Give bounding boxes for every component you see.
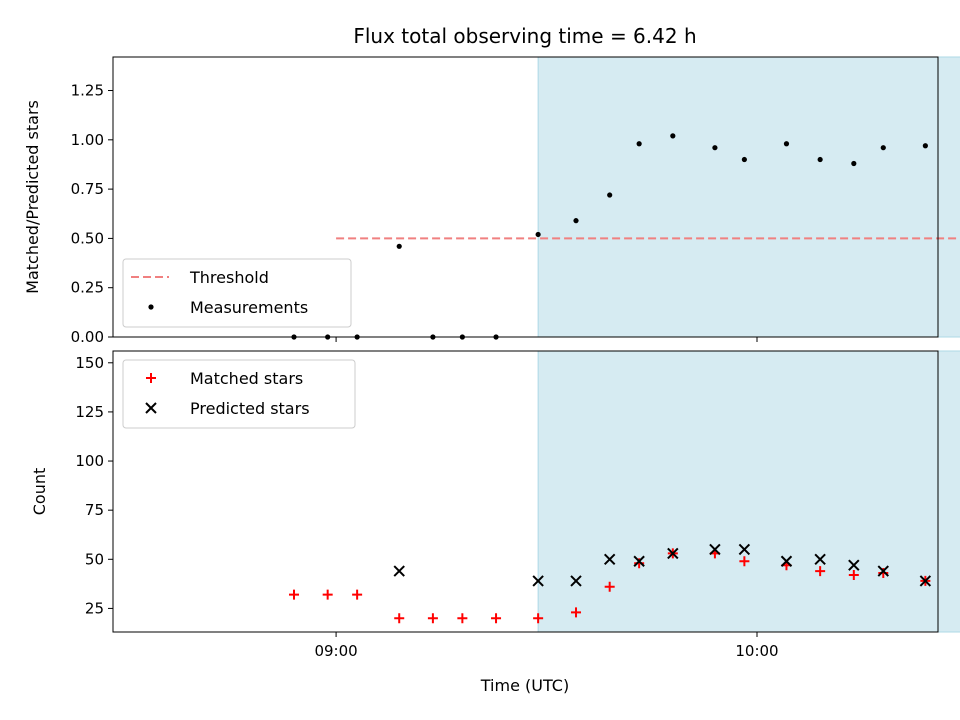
predicted-star-point	[393, 565, 405, 577]
matched-star-point	[739, 556, 750, 567]
matched-star-point	[815, 566, 826, 577]
measurement-point	[573, 218, 579, 224]
y-tick-label: 25	[85, 599, 104, 617]
measurement-point	[712, 145, 718, 151]
matched-star-point	[427, 613, 438, 624]
measurement-point	[880, 145, 886, 151]
matched-star-point	[352, 589, 363, 600]
x-tick-label: 10:00	[735, 642, 778, 660]
predicted-star-point	[848, 559, 860, 571]
plot-frame	[112, 350, 939, 633]
x-axis-label: Time (UTC)	[480, 676, 569, 695]
y-tick-label: 150	[75, 354, 104, 372]
measurement-point	[817, 156, 823, 163]
matched-star-point	[571, 607, 582, 618]
legend-label: Predicted stars	[190, 399, 310, 418]
measurement-point	[922, 143, 928, 149]
measurement-point	[783, 141, 790, 147]
matched-star-point	[322, 589, 333, 600]
measurement-point	[607, 192, 613, 198]
y-tick-label: 125	[75, 403, 104, 421]
matched-star-point	[848, 570, 859, 581]
plot-frame	[112, 56, 939, 338]
legend-marker	[148, 304, 154, 310]
y-tick-label: 1.00	[71, 131, 104, 149]
predicted-star-point	[919, 575, 932, 587]
matched-star-point	[491, 613, 502, 624]
predicted-star-point	[532, 575, 544, 587]
y-tick-label: 50	[85, 550, 104, 568]
y-tick-label: 100	[75, 452, 104, 470]
legend: Threshold Measurements	[122, 258, 352, 328]
y-tick-label: 75	[85, 501, 104, 519]
y-tick-label: 0.75	[71, 180, 104, 198]
measurement-point	[535, 231, 541, 238]
ratio-panel: 0.00 0.25 0.50 0.75 1.00 1.25 Matched/Predicte…	[23, 56, 960, 346]
y-tick-label: 0.25	[71, 279, 104, 297]
measurement-point	[396, 243, 402, 249]
x-tick-label: 09:00	[314, 642, 357, 660]
matched-star-point	[394, 613, 405, 624]
legend-marker	[146, 373, 156, 383]
series-measurements	[291, 133, 928, 340]
predicted-star-point	[738, 543, 751, 556]
observing-interval-1	[537, 56, 960, 338]
legend-label: Measurements	[190, 298, 308, 317]
y-axis-label: Matched/Predicted stars	[23, 100, 42, 294]
predicted-star-point	[570, 575, 582, 587]
y-tick-label: 1.25	[71, 82, 104, 100]
matched-star-point	[288, 589, 299, 600]
legend-label: Threshold	[189, 268, 269, 287]
count-panel: 09:0010:0011:0012:0013:0014:0015:0016:00…	[30, 350, 960, 660]
predicted-star-point	[780, 555, 793, 567]
chart-title: Flux total observing time = 6.42 h	[353, 24, 696, 48]
legend-box	[122, 258, 352, 328]
legend-label: Matched stars	[190, 369, 303, 388]
predicted-star-point	[667, 547, 679, 560]
predicted-star-point	[814, 553, 826, 566]
predicted-star-point	[603, 553, 616, 566]
legend-box	[122, 359, 356, 429]
y-tick-label: 0.50	[71, 229, 104, 247]
measurement-point	[741, 156, 747, 163]
predicted-star-point	[633, 555, 645, 567]
measurement-point	[670, 133, 676, 139]
y-tick-label: 0.00	[71, 328, 104, 346]
series-predicted-stars	[393, 543, 932, 587]
matched-star-point	[604, 581, 615, 592]
matched-star-point	[533, 613, 544, 624]
matched-star-point	[457, 613, 468, 624]
legend: Matched stars Predicted stars	[122, 359, 356, 429]
measurement-point	[636, 141, 642, 147]
observing-interval-1	[537, 350, 960, 633]
predicted-star-point	[877, 565, 889, 577]
predicted-star-point	[709, 543, 721, 556]
measurement-point	[851, 160, 857, 167]
y-axis-label: Count	[30, 468, 49, 516]
legend-marker	[145, 402, 157, 414]
